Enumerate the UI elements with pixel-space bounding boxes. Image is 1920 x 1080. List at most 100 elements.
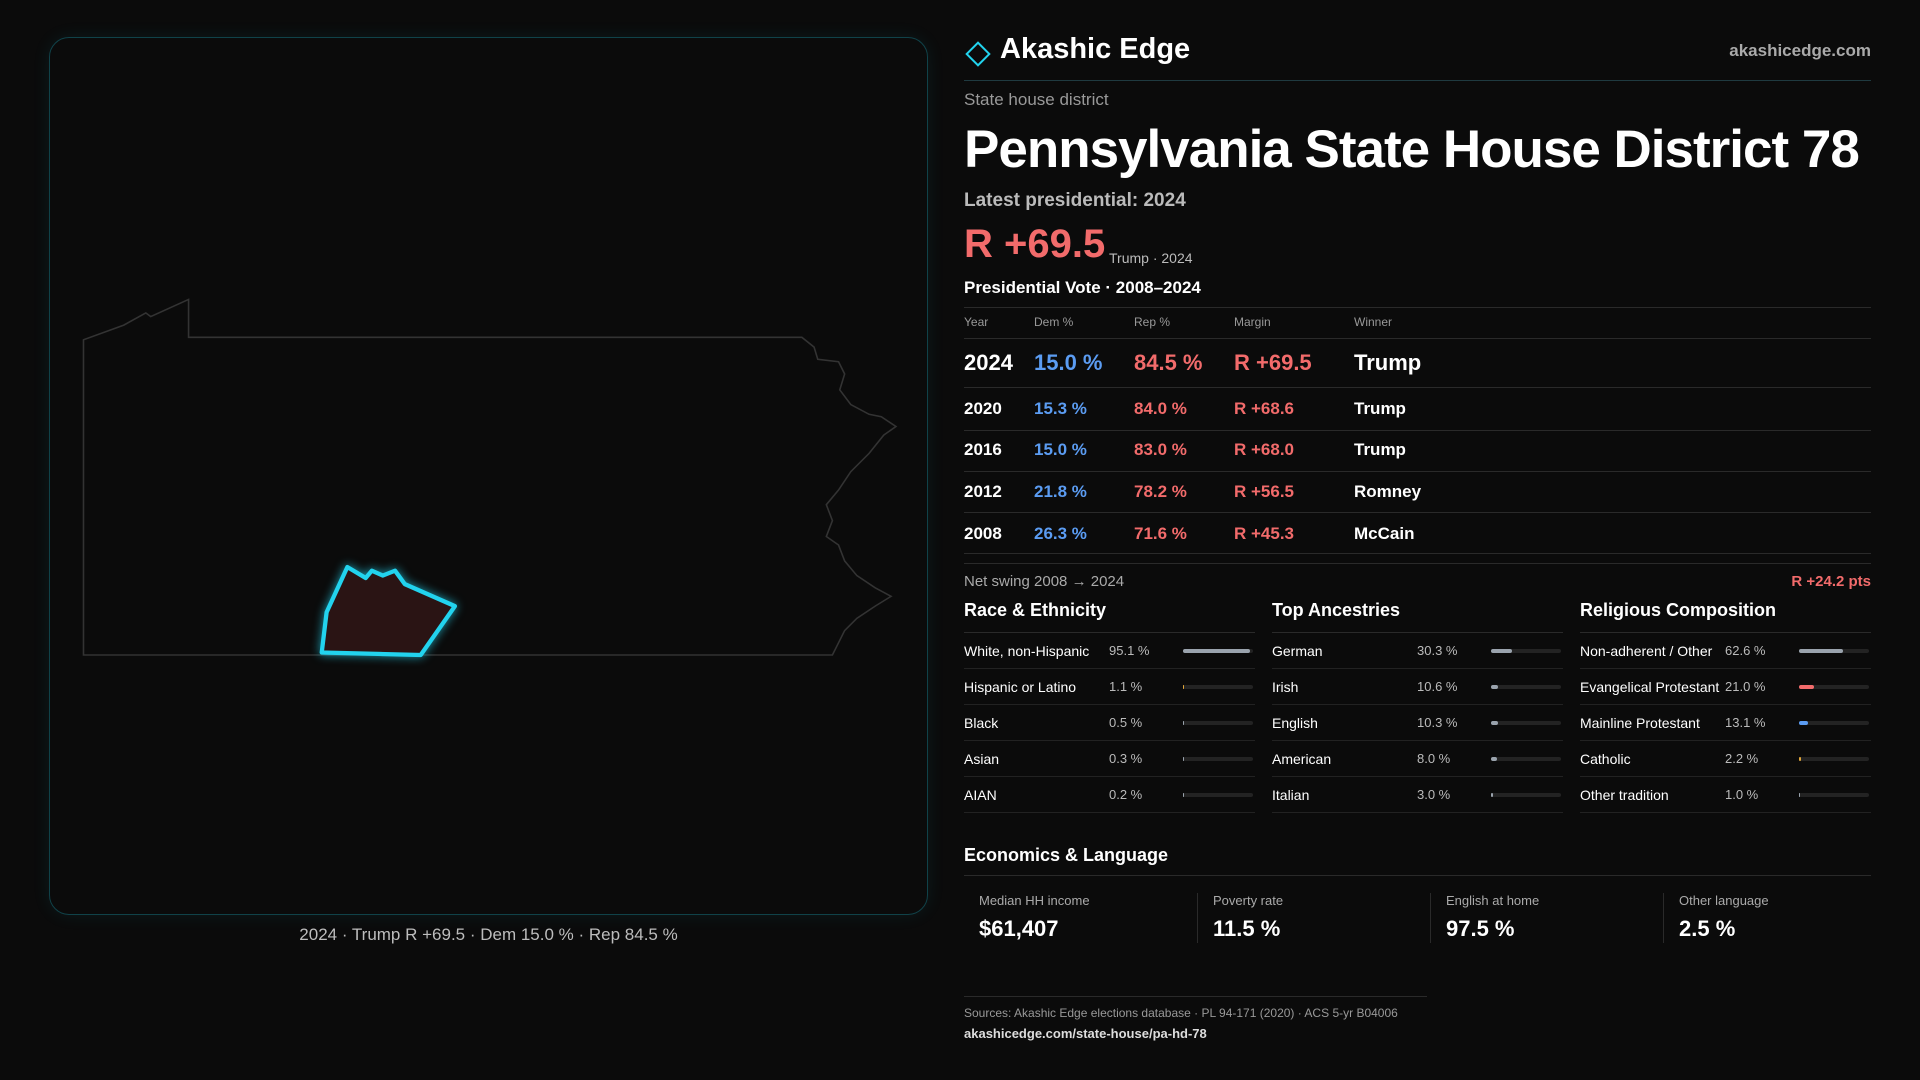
item-row: Non-adherent / Other 62.6 % (1580, 633, 1871, 669)
stat-label: English at home (1446, 893, 1540, 908)
state-outline (82, 298, 898, 656)
item-value: 10.3 % (1417, 715, 1458, 730)
item-row: Mainline Protestant 13.1 % (1580, 705, 1871, 741)
item-value: 13.1 % (1725, 715, 1766, 730)
divider (964, 387, 1871, 388)
stat-label: Other language (1679, 893, 1769, 908)
stat-label: Median HH income (979, 893, 1090, 908)
bar-track (1491, 684, 1561, 689)
bar-track (1491, 648, 1561, 653)
item-row: Asian 0.3 % (964, 741, 1255, 777)
map (82, 298, 898, 658)
brand: Akashic Edge (1000, 33, 1191, 65)
margin-note: Trump · 2024 (1109, 250, 1193, 266)
item-row: AIAN 0.2 % (964, 777, 1255, 813)
panel: Religious Composition Non-adherent / Othe… (1580, 600, 1871, 813)
bar-track (1491, 792, 1561, 797)
divider (964, 307, 1871, 308)
bar (1491, 720, 1499, 725)
bar (1491, 792, 1494, 797)
item-value: 3.0 % (1417, 787, 1451, 802)
item-list: White, non-Hispanic 95.1 % Hispanic or Lat… (964, 632, 1255, 813)
bar-track (1491, 756, 1561, 761)
cell: Romney (1354, 482, 1422, 501)
divider (964, 875, 1871, 876)
stat-value: 11.5 % (1213, 916, 1281, 941)
url: akashicedge.com/state-house/pa-hd-78 (964, 1026, 1207, 1041)
item-value: 0.2 % (1109, 787, 1143, 802)
item-label: Catholic (1580, 750, 1631, 767)
cell: 2012 (964, 482, 1002, 501)
bar-track (1799, 684, 1869, 689)
item-value: 21.0 % (1725, 679, 1766, 694)
cell: R +45.3 (1234, 524, 1295, 543)
item-label: Hispanic or Latino (964, 678, 1077, 695)
divider (964, 471, 1871, 472)
item-value: 8.0 % (1417, 751, 1451, 766)
stat-value: $61,407 (979, 916, 1059, 941)
item-row: American 8.0 % (1272, 741, 1563, 777)
stat-card: Median HH income $61,407 (964, 893, 1197, 943)
item-label: American (1272, 750, 1332, 767)
divider (964, 80, 1871, 81)
item-row: English 10.3 % (1272, 705, 1563, 741)
bar-track (1183, 648, 1253, 653)
item-label: White, non-Hispanic (964, 642, 1090, 659)
item-label: Non-adherent / Other (1580, 642, 1713, 659)
site: akashicedge.com (1729, 41, 1871, 60)
bar (1183, 648, 1250, 653)
margin: R +69.5 (964, 222, 1106, 266)
bar-track (1799, 648, 1869, 653)
stat-card: Poverty rate 11.5 % (1197, 893, 1431, 943)
bar (1491, 684, 1499, 689)
cell: 2020 (964, 399, 1002, 418)
cell: R +69.5 (1234, 350, 1312, 375)
cell: 83.0 % (1134, 440, 1187, 459)
bar-track (1183, 792, 1253, 797)
title: Pennsylvania State House District 78 (964, 120, 1860, 179)
cell: 15.0 % (1034, 350, 1103, 375)
map-caption: 2024 · Trump R +69.5 · Dem 15.0 % · Rep … (299, 925, 678, 944)
cell: 2016 (964, 440, 1002, 459)
item-value: 2.2 % (1725, 751, 1759, 766)
cell: 2008 (964, 524, 1002, 543)
item-value: 1.0 % (1725, 787, 1759, 802)
item-label: Other tradition (1580, 786, 1669, 803)
item-label: Black (964, 714, 999, 731)
bar-track (1799, 756, 1869, 761)
map-panel (49, 37, 928, 915)
bar-track (1183, 756, 1253, 761)
column-header: Winner (1354, 315, 1393, 329)
bar-track (1799, 792, 1869, 797)
stat-label: Poverty rate (1213, 893, 1284, 908)
item-value: 1.1 % (1109, 679, 1143, 694)
divider (964, 512, 1871, 513)
panel: Race & Ethnicity White, non-Hispanic 95.1 … (964, 600, 1255, 813)
bar (1799, 756, 1801, 761)
item-label: Italian (1272, 786, 1310, 803)
column-header: Dem % (1034, 315, 1074, 329)
panel-title: Religious Composition (1580, 600, 1776, 620)
divider (964, 430, 1871, 431)
table-title: Presidential Vote · 2008–2024 (964, 278, 1201, 297)
divider (964, 338, 1871, 339)
swing-label: Net swing 2008 → 2024 (964, 573, 1125, 590)
item-row: Hispanic or Latino 1.1 % (964, 669, 1255, 705)
panel-title: Top Ancestries (1272, 600, 1401, 620)
stat-card: English at home 97.5 % (1430, 893, 1664, 943)
column-header: Year (964, 315, 989, 329)
item-value: 30.3 % (1417, 643, 1458, 658)
cell: Trump (1354, 440, 1406, 459)
economics-title: Economics & Language (964, 845, 1169, 865)
kicker: State house district (964, 90, 1109, 109)
item-value: 0.5 % (1109, 715, 1143, 730)
item-value: 95.1 % (1109, 643, 1150, 658)
item-value: 62.6 % (1725, 643, 1766, 658)
item-label: Mainline Protestant (1580, 714, 1700, 731)
item-label: Asian (964, 750, 1000, 767)
bar (1183, 684, 1184, 689)
item-value: 0.3 % (1109, 751, 1143, 766)
item-row: White, non-Hispanic 95.1 % (964, 633, 1255, 669)
latest-label: Latest presidential: 2024 (964, 190, 1186, 211)
